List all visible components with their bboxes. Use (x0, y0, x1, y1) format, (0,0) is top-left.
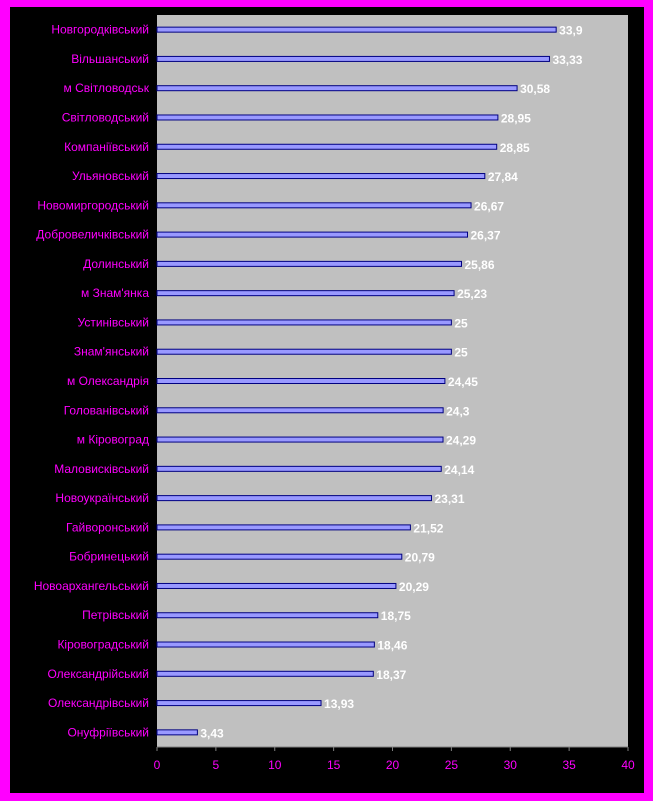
bar (156, 582, 397, 589)
value-label: 24,45 (448, 375, 478, 389)
bar (156, 85, 518, 92)
bar (156, 114, 499, 121)
value-label: 18,75 (381, 609, 411, 623)
value-label: 20,79 (405, 551, 435, 565)
category-label: Гайворонський (66, 520, 149, 534)
x-tick-label: 25 (445, 758, 459, 772)
category-label: Маловисківський (54, 462, 149, 476)
value-label: 24,3 (446, 404, 470, 418)
x-ticks-group: 0 5 10 15 20 25 30 35 40 (154, 747, 635, 772)
bar (156, 495, 432, 502)
bar (156, 231, 469, 238)
category-label: Петрівський (82, 608, 149, 622)
x-tick-label: 30 (504, 758, 518, 772)
bar (156, 173, 486, 180)
bar (156, 290, 455, 297)
value-label: 28,95 (501, 111, 531, 125)
bar (156, 641, 375, 648)
bar (156, 143, 498, 150)
value-label: 27,84 (488, 170, 518, 184)
category-label: Новоархангельський (34, 579, 149, 593)
bar (156, 260, 463, 267)
value-labels-group: 33,9 33,33 30,58 28,95 28,85 27,84 26,67 26,37 2… (200, 24, 582, 741)
value-label: 33,33 (552, 53, 582, 67)
category-label: м Знам'янка (81, 286, 149, 300)
value-label: 20,29 (399, 580, 429, 594)
x-tick-label: 15 (327, 758, 341, 772)
bar (156, 378, 446, 384)
bar (156, 319, 452, 326)
category-label: Ульяновський (72, 169, 149, 183)
category-label: Долинський (83, 257, 149, 271)
bar (156, 553, 403, 560)
category-label: Бобринецький (69, 550, 149, 564)
x-tick-label: 5 (213, 758, 220, 772)
bar (156, 700, 322, 707)
x-tick-label: 20 (386, 758, 400, 772)
bar (156, 729, 198, 736)
bars-group (156, 26, 557, 736)
bar-chart: Новгородківський Вільшанський м Світловодс… (34, 15, 635, 772)
category-label: Устинівський (78, 315, 149, 329)
bar (156, 55, 550, 62)
category-label: Онуфріївський (67, 725, 149, 739)
value-label: 18,46 (377, 639, 407, 653)
chart-panel: Новгородківський Вільшанський м Світловодс… (10, 7, 644, 793)
bar (156, 524, 411, 531)
bar (156, 670, 374, 677)
x-tick-label: 35 (562, 758, 576, 772)
bar (156, 436, 444, 443)
category-label: Вільшанський (71, 52, 149, 66)
value-label: 25,86 (465, 258, 495, 272)
value-label: 3,43 (200, 726, 224, 740)
value-label: 26,37 (471, 229, 501, 243)
x-tick-label: 40 (621, 758, 635, 772)
value-label: 18,37 (376, 668, 406, 682)
value-label: 24,14 (444, 463, 474, 477)
value-label: 30,58 (520, 82, 550, 96)
bar (156, 612, 379, 619)
category-label: Новоукраїнський (55, 491, 149, 505)
value-label: 33,9 (559, 24, 583, 38)
category-label: м Кіровоград (77, 433, 149, 447)
category-label: Світловодський (62, 110, 149, 124)
category-labels-group: Новгородківський Вільшанський м Світловодс… (34, 23, 150, 740)
bar (156, 26, 557, 33)
bar (156, 202, 472, 209)
category-label: Новомиргородський (37, 198, 149, 212)
category-label: Компаніївський (64, 140, 149, 154)
category-label: Знам'янський (74, 345, 149, 359)
value-label: 25 (454, 316, 468, 330)
value-label: 25,23 (457, 287, 487, 301)
category-label: Олександрівський (48, 696, 149, 710)
bar (156, 348, 452, 355)
value-label: 25 (454, 346, 468, 360)
category-label: Кіровоградський (57, 638, 149, 652)
x-tick-label: 10 (268, 758, 282, 772)
category-label: Новгородківський (51, 23, 149, 37)
category-label: м Олександрія (67, 374, 149, 388)
x-tick-label: 0 (154, 758, 161, 772)
value-label: 26,67 (474, 199, 504, 213)
category-label: Олександрійський (47, 667, 149, 681)
category-label: Добровеличківський (36, 228, 149, 242)
category-label: м Світловодськ (64, 81, 150, 95)
value-label: 21,52 (413, 521, 443, 535)
value-label: 23,31 (434, 492, 464, 506)
value-label: 28,85 (500, 141, 530, 155)
value-label: 24,29 (446, 434, 476, 448)
bar (156, 465, 442, 472)
value-label: 13,93 (324, 697, 354, 711)
bar (156, 407, 444, 414)
category-label: Голованівський (64, 403, 149, 417)
